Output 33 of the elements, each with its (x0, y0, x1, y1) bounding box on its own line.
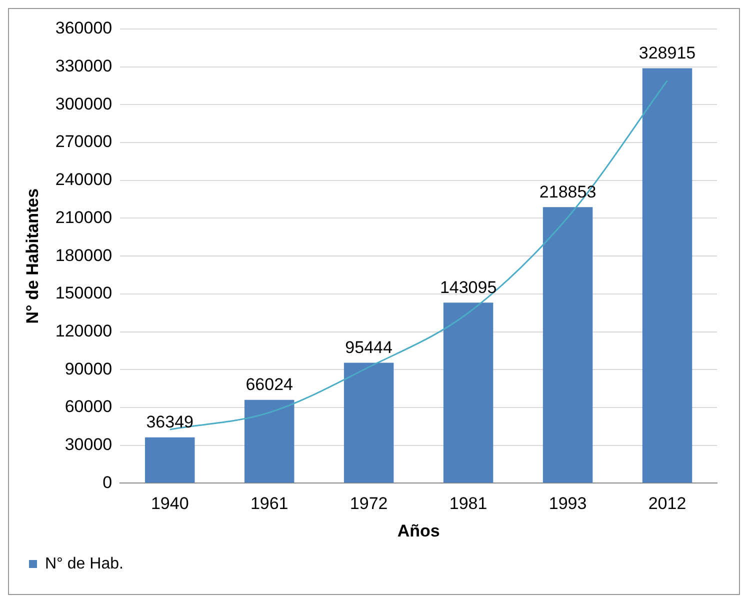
y-tick-label: 360000 (55, 18, 112, 38)
bar (244, 400, 294, 483)
bar (144, 437, 195, 483)
y-tick-label: 300000 (55, 94, 112, 114)
y-tick-label: 30000 (64, 435, 112, 454)
y-tick-label: 120000 (55, 321, 112, 340)
data-label: 95444 (345, 338, 392, 357)
y-tick-label: 0 (102, 472, 112, 492)
data-label: 66024 (246, 375, 293, 394)
bar (542, 207, 593, 483)
x-tick-label: 2012 (648, 494, 686, 514)
data-label: 143095 (440, 278, 497, 297)
x-tick-label: 1981 (449, 494, 488, 514)
x-axis-title: Años (397, 521, 440, 540)
y-tick-label: 150000 (55, 284, 112, 303)
data-label: 328915 (638, 43, 696, 62)
y-tick-label: 90000 (64, 359, 112, 378)
y-tick-label: 270000 (55, 132, 112, 152)
x-tick-label: 1993 (548, 494, 587, 514)
x-tick-label: 1972 (350, 494, 388, 514)
bar (443, 302, 494, 483)
data-label: 36349 (146, 412, 194, 432)
x-tick-label: 1940 (150, 494, 189, 514)
legend-label: N° de Hab. (45, 555, 124, 572)
y-tick-label: 60000 (64, 397, 112, 416)
bar (344, 362, 394, 483)
bar (642, 68, 692, 483)
y-tick-label: 210000 (55, 208, 112, 227)
y-tick-label: 240000 (55, 170, 112, 190)
y-tick-label: 330000 (55, 56, 112, 76)
x-tick-label: 1961 (250, 494, 288, 514)
y-axis-title: N° de Habitantes (22, 188, 42, 324)
y-tick-label: 180000 (55, 246, 112, 265)
